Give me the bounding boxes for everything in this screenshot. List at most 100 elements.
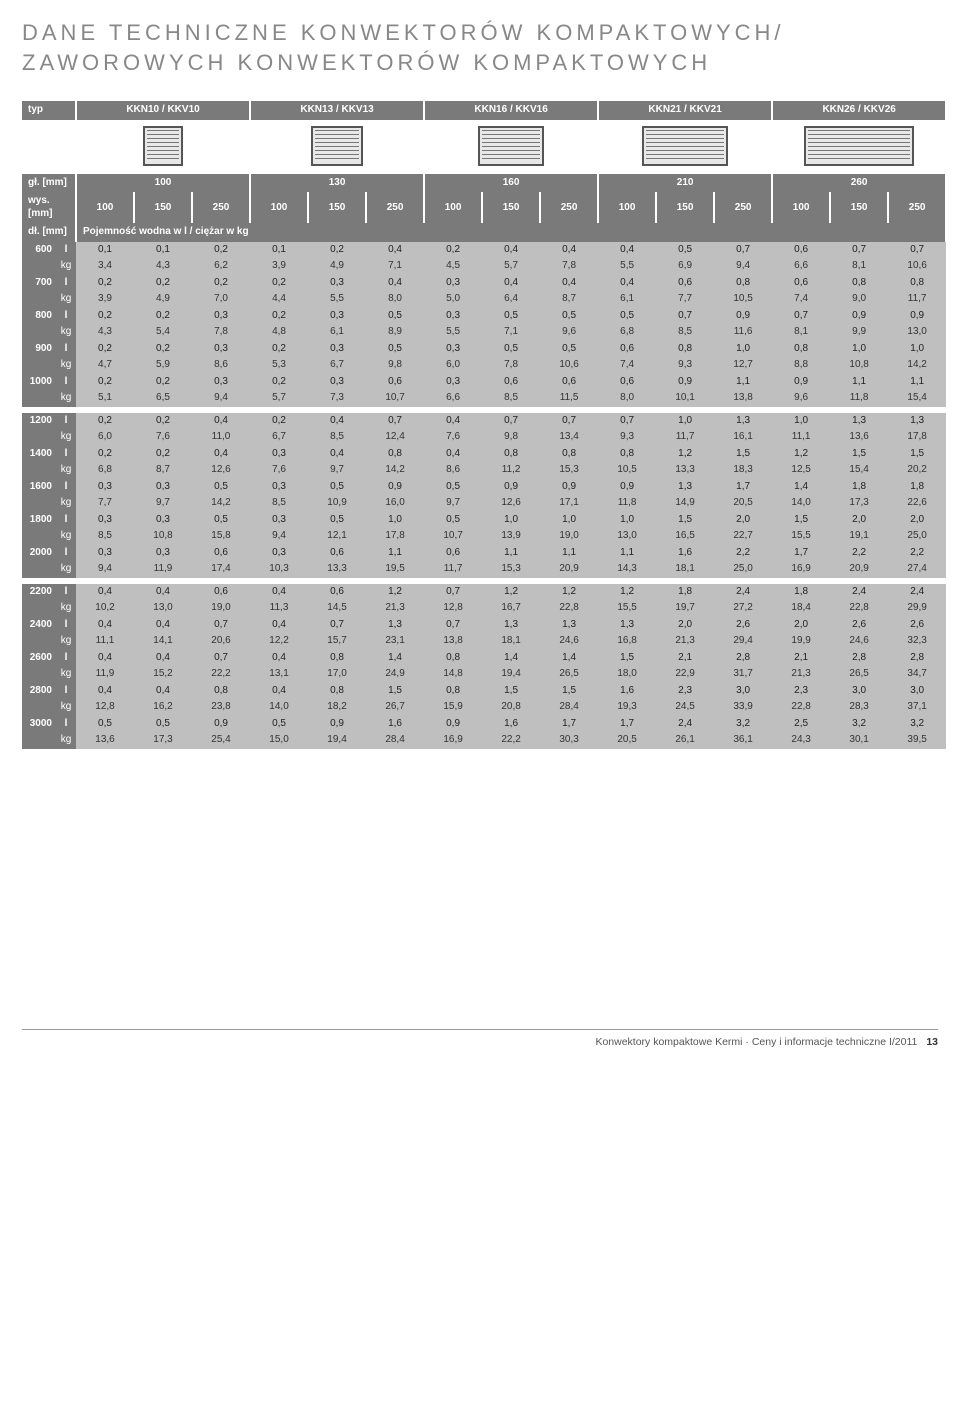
cell: 23,1 bbox=[366, 633, 424, 650]
cell: 0,2 bbox=[424, 242, 482, 259]
row-unit-l: l bbox=[56, 617, 76, 634]
row-length-empty bbox=[22, 258, 56, 275]
cell: 10,5 bbox=[598, 462, 656, 479]
height-val-11: 250 bbox=[714, 192, 772, 223]
depth-label: gł. [mm] bbox=[22, 174, 76, 193]
cell: 0,9 bbox=[830, 308, 888, 325]
cell: 1,5 bbox=[482, 683, 540, 700]
cell: 0,9 bbox=[888, 308, 946, 325]
cell: 5,5 bbox=[424, 324, 482, 341]
cell: 8,0 bbox=[598, 390, 656, 407]
table-row: 800l0,20,20,30,20,30,50,30,50,50,50,70,9… bbox=[22, 308, 946, 325]
cell: 0,2 bbox=[250, 374, 308, 391]
cell: 16,1 bbox=[714, 429, 772, 446]
table-row: kg6,07,611,06,78,512,47,69,813,49,311,71… bbox=[22, 429, 946, 446]
cell: 9,4 bbox=[714, 258, 772, 275]
cell: 1,3 bbox=[540, 617, 598, 634]
cell: 1,5 bbox=[598, 650, 656, 667]
row-length-empty bbox=[22, 600, 56, 617]
cell: 0,4 bbox=[250, 584, 308, 601]
row-length: 2000 bbox=[22, 545, 56, 562]
cell: 1,8 bbox=[830, 479, 888, 496]
cell: 1,2 bbox=[482, 584, 540, 601]
cell: 37,1 bbox=[888, 699, 946, 716]
cell: 10,8 bbox=[134, 528, 192, 545]
row-unit-kg: kg bbox=[56, 429, 76, 446]
cell: 11,2 bbox=[482, 462, 540, 479]
convector-icon-2 bbox=[424, 120, 598, 174]
cell: 0,4 bbox=[598, 275, 656, 292]
cell: 0,3 bbox=[192, 341, 250, 358]
cell: 0,8 bbox=[308, 650, 366, 667]
row-unit-l: l bbox=[56, 275, 76, 292]
cell: 18,2 bbox=[308, 699, 366, 716]
cell: 15,4 bbox=[888, 390, 946, 407]
table-row: 900l0,20,20,30,20,30,50,30,50,50,60,81,0… bbox=[22, 341, 946, 358]
cell: 19,9 bbox=[772, 633, 830, 650]
cell: 39,5 bbox=[888, 732, 946, 749]
table-row: kg12,816,223,814,018,226,715,920,828,419… bbox=[22, 699, 946, 716]
cell: 9,7 bbox=[424, 495, 482, 512]
cell: 0,8 bbox=[830, 275, 888, 292]
cell: 26,5 bbox=[540, 666, 598, 683]
cell: 0,5 bbox=[482, 341, 540, 358]
capacity-label: Pojemność wodna w l / ciężar w kg bbox=[76, 223, 946, 242]
cell: 1,5 bbox=[888, 446, 946, 463]
cell: 15,0 bbox=[250, 732, 308, 749]
cell: 0,8 bbox=[772, 341, 830, 358]
row-length-empty bbox=[22, 699, 56, 716]
cell: 1,5 bbox=[772, 512, 830, 529]
cell: 21,3 bbox=[772, 666, 830, 683]
cell: 0,3 bbox=[308, 341, 366, 358]
cell: 17,4 bbox=[192, 561, 250, 578]
depth-row: gł. [mm]100130160210260 bbox=[22, 174, 946, 193]
cell: 12,8 bbox=[424, 600, 482, 617]
cell: 0,4 bbox=[424, 446, 482, 463]
table-row: kg10,213,019,011,314,521,312,816,722,815… bbox=[22, 600, 946, 617]
cell: 0,6 bbox=[598, 341, 656, 358]
cell: 0,3 bbox=[192, 308, 250, 325]
cell: 16,9 bbox=[424, 732, 482, 749]
table-row: 2600l0,40,40,70,40,81,40,81,41,41,52,12,… bbox=[22, 650, 946, 667]
type-col-0: KKN10 / KKV10 bbox=[76, 101, 250, 120]
height-val-5: 250 bbox=[366, 192, 424, 223]
cell: 3,2 bbox=[830, 716, 888, 733]
convector-icon-1 bbox=[250, 120, 424, 174]
cell: 1,6 bbox=[482, 716, 540, 733]
cell: 20,9 bbox=[830, 561, 888, 578]
cell: 0,2 bbox=[192, 242, 250, 259]
cell: 12,2 bbox=[250, 633, 308, 650]
cell: 1,0 bbox=[888, 341, 946, 358]
cell: 28,4 bbox=[366, 732, 424, 749]
cell: 1,1 bbox=[888, 374, 946, 391]
cell: 33,9 bbox=[714, 699, 772, 716]
cell: 0,4 bbox=[366, 242, 424, 259]
cell: 0,5 bbox=[656, 242, 714, 259]
cell: 15,7 bbox=[308, 633, 366, 650]
cell: 8,5 bbox=[656, 324, 714, 341]
cell: 14,2 bbox=[888, 357, 946, 374]
cell: 26,5 bbox=[830, 666, 888, 683]
cell: 10,1 bbox=[656, 390, 714, 407]
cell: 7,4 bbox=[772, 291, 830, 308]
cell: 19,5 bbox=[366, 561, 424, 578]
cell: 0,4 bbox=[76, 584, 134, 601]
cell: 17,1 bbox=[540, 495, 598, 512]
cell: 1,2 bbox=[366, 584, 424, 601]
cell: 0,3 bbox=[250, 446, 308, 463]
row-length: 800 bbox=[22, 308, 56, 325]
cell: 0,2 bbox=[250, 275, 308, 292]
cell: 0,6 bbox=[772, 275, 830, 292]
cell: 0,3 bbox=[424, 308, 482, 325]
cell: 10,6 bbox=[888, 258, 946, 275]
cell: 0,3 bbox=[424, 275, 482, 292]
cell: 19,0 bbox=[540, 528, 598, 545]
cell: 0,5 bbox=[192, 512, 250, 529]
cell: 2,0 bbox=[772, 617, 830, 634]
row-unit-l: l bbox=[56, 374, 76, 391]
cell: 10,6 bbox=[540, 357, 598, 374]
cell: 15,4 bbox=[830, 462, 888, 479]
row-length: 1200 bbox=[22, 413, 56, 430]
cell: 7,6 bbox=[134, 429, 192, 446]
cell: 1,5 bbox=[714, 446, 772, 463]
